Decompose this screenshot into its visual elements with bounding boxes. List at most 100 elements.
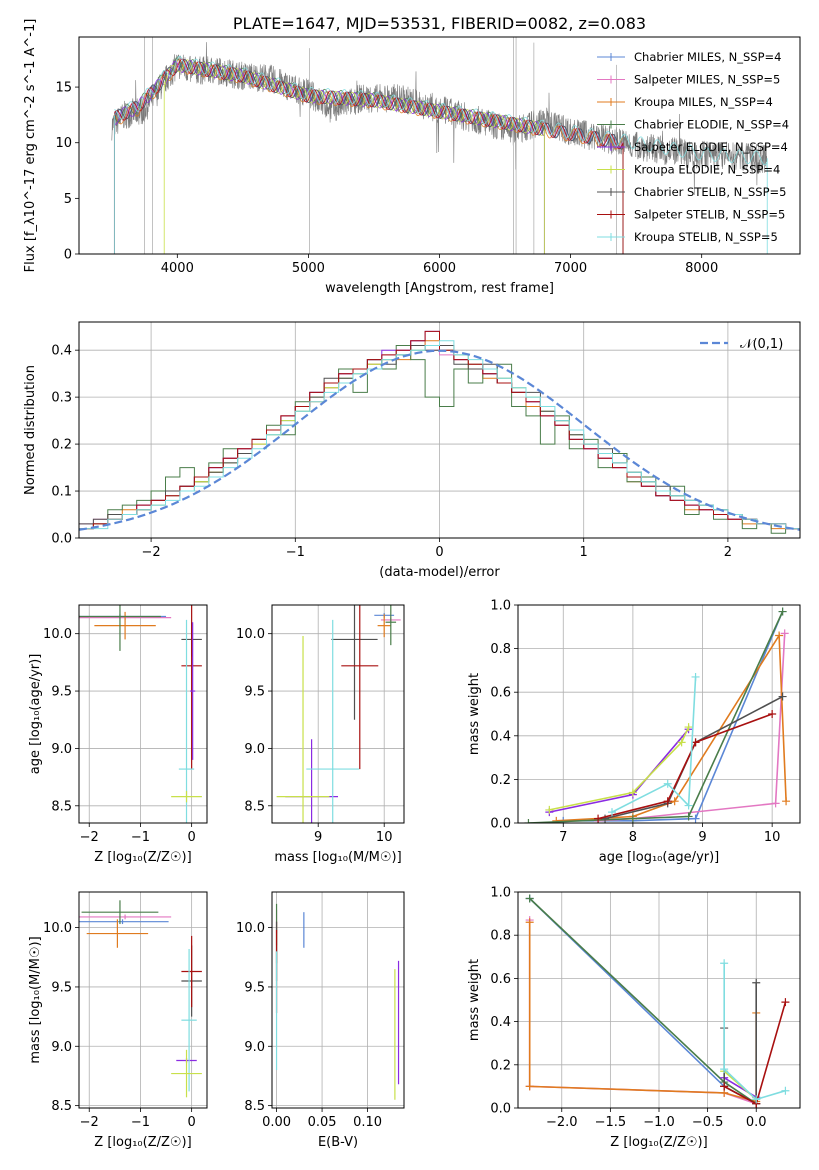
y-tick-label: 10.0	[43, 921, 72, 936]
x-axis-label: mass [log₁₀(M/M☉)]	[274, 850, 401, 865]
mass-weight-point	[601, 814, 610, 823]
x-tick-label: 0	[435, 545, 443, 560]
plot-area	[79, 605, 202, 823]
mass-weight-line-9	[723, 963, 786, 1101]
panel-3: −2 −1 0 8.5 9.0 9.5 10.0 Z [log₁₀(Z/Z☉)] age [lo…	[28, 604, 208, 865]
legend-label: Salpeter STELIB, N_SSP=5	[634, 208, 785, 222]
mass-weight-point	[778, 692, 787, 701]
x-tick-label: 1	[580, 545, 588, 560]
legend-label: Salpeter ELODIE, N_SSP=4	[634, 140, 788, 154]
mass-weight-point	[663, 797, 672, 806]
panel-4: 9 10 8.5 9.0 9.5 10.0 mass [log₁₀(M/M☉)]	[236, 604, 405, 865]
y-tick-label: 0.3	[51, 391, 72, 406]
y-tick-label: 9.5	[51, 685, 72, 700]
y-axis-label: mass [log₁₀(M/M☉)]	[28, 936, 43, 1063]
y-tick-label: 8.5	[51, 1099, 72, 1114]
plot-area	[79, 330, 800, 538]
x-tick-label: −2	[80, 1115, 99, 1130]
mass-weight-point	[524, 819, 533, 823]
plot-area	[525, 894, 790, 1108]
y-axis-label: mass weight	[467, 959, 482, 1041]
mass-weight-point	[752, 978, 761, 987]
mass-weight-point	[780, 629, 789, 638]
mass-weight-point	[768, 710, 777, 718]
x-tick-label: 7	[559, 830, 567, 845]
mass-weight-line-8	[597, 713, 773, 820]
legend-label: Kroupa ELODIE, N_SSP=4	[634, 163, 780, 177]
residual-histogram-8	[79, 330, 800, 538]
x-tick-label: −2	[142, 545, 161, 560]
panel-6: −2 −1 0 8.5 9.0 9.5 10.0 Z [log₁₀(Z/Z☉)] mass [l…	[28, 891, 208, 1150]
legend: 𝒩(0,1)	[700, 337, 783, 352]
y-tick-label: 8.5	[51, 799, 72, 814]
model-series-8	[114, 58, 623, 150]
x-tick-label: 2	[724, 545, 732, 560]
axes-frame	[78, 321, 801, 539]
y-tick-label: 0.1	[51, 485, 72, 500]
x-axis-label: Z [log₁₀(Z/Z☉)]	[610, 1135, 707, 1150]
mass-weight-point	[628, 788, 637, 797]
mass-weight-point	[684, 723, 693, 732]
x-tick-label: 0.00	[262, 1115, 291, 1130]
x-tick-label: 10	[376, 830, 393, 845]
mass-weight-point	[670, 797, 679, 806]
y-tick-label: 8.5	[244, 799, 265, 814]
gaussian-curve	[79, 349, 800, 531]
x-tick-label: 8000	[685, 261, 718, 276]
panel-5: 7 8 9 10 0.0 0.2 0.4 0.6 0.8 1.0 age [log₁₀(age/yr…	[467, 599, 801, 865]
axes-frame	[78, 891, 208, 1109]
axes-frame	[517, 891, 801, 1109]
x-tick-label: −1.0	[643, 1115, 675, 1130]
mass-weight-line-6	[549, 726, 690, 811]
mass-weight-point	[752, 1095, 761, 1104]
x-tick-label: 5000	[292, 261, 325, 276]
y-tick-label: 9.0	[51, 742, 72, 757]
x-tick-label: −2	[80, 830, 99, 845]
y-tick-label: 9.0	[244, 742, 265, 757]
axes-frame	[78, 36, 801, 255]
x-tick-label: −0.5	[692, 1115, 724, 1130]
mass-weight-point	[720, 1082, 729, 1091]
y-tick-label: 0.8	[490, 642, 511, 657]
y-tick-label: 10.0	[43, 627, 72, 642]
mass-weight-point	[525, 894, 534, 903]
model-series-9	[114, 55, 768, 166]
mass-weight-line-3	[528, 922, 757, 1103]
plot-area	[524, 607, 791, 823]
y-tick-label: 0.4	[490, 1015, 511, 1030]
x-axis-label: Z [log₁₀(Z/Z☉)]	[94, 1135, 191, 1150]
x-tick-label: 0.10	[353, 1115, 382, 1130]
y-tick-label: 9.0	[244, 1040, 265, 1055]
mass-weight-point	[677, 738, 686, 747]
mass-weight-point	[691, 814, 700, 823]
mass-weight-point	[545, 805, 554, 814]
x-tick-label: 6000	[423, 261, 456, 276]
x-tick-label: 0	[187, 1115, 195, 1130]
mass-weight-point	[684, 801, 693, 810]
mass-weight-point	[628, 814, 637, 823]
mass-weight-point	[691, 738, 700, 747]
x-axis-label: (data-model)/error	[379, 565, 500, 580]
mass-weight-point	[771, 799, 780, 808]
y-tick-label: 10.0	[236, 627, 265, 642]
y-tick-label: 9.5	[244, 685, 265, 700]
mass-weight-line-4	[528, 611, 784, 823]
y-axis-label: Flux [f_λ10^-17 erg cm^-2 s^-1 A^-1]	[23, 19, 38, 273]
legend-label: Chabrier ELODIE, N_SSP=4	[634, 118, 789, 132]
x-tick-label: 4000	[161, 261, 194, 276]
x-axis-label: wavelength [Angstrom, rest frame]	[325, 281, 554, 296]
x-axis-label: Z [log₁₀(Z/Z☉)]	[94, 850, 191, 865]
y-tick-label: 9.5	[51, 980, 72, 995]
mass-weight-point	[782, 797, 791, 806]
y-tick-label: 0.6	[490, 686, 511, 701]
mass-weight-point	[608, 808, 616, 817]
y-tick-label: 1.0	[490, 599, 511, 614]
y-tick-label: 0	[64, 248, 72, 263]
y-tick-label: 10.0	[236, 921, 265, 936]
x-tick-label: −1.5	[595, 1115, 627, 1130]
y-tick-label: 10	[55, 136, 72, 151]
y-axis-label: age [log₁₀(age/yr)]	[28, 654, 43, 775]
legend: Chabrier MILES, N_SSP=4 Salpeter MILES, N…	[597, 50, 789, 244]
y-tick-label: 0.2	[490, 773, 511, 788]
residual-histogram-9	[79, 340, 800, 538]
